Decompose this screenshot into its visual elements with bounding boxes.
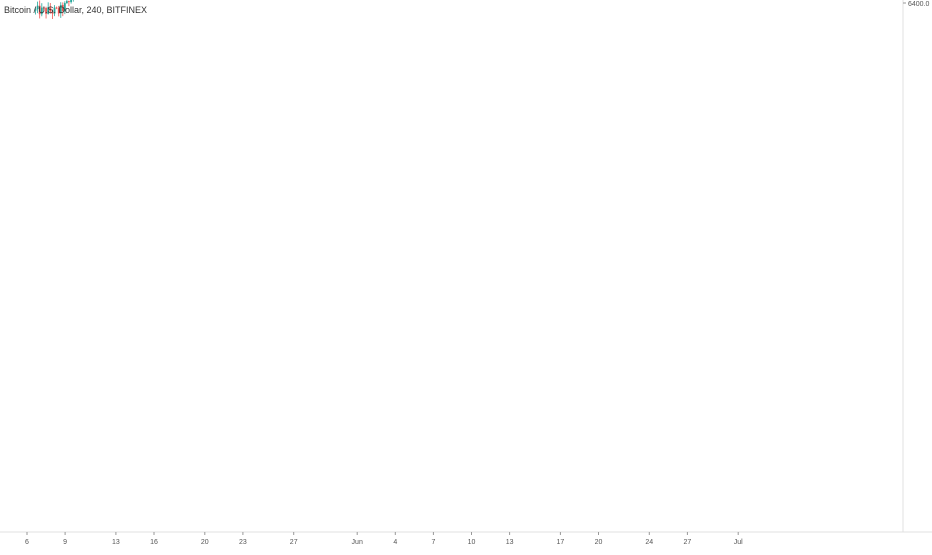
time-tick-label: 7 <box>431 539 435 546</box>
candle-body <box>70 0 72 3</box>
time-tick-label: 13 <box>506 539 514 546</box>
candle-body <box>59 4 62 14</box>
candle-body <box>34 9 37 11</box>
candle-body <box>53 7 56 14</box>
time-tick-label: 20 <box>201 539 209 546</box>
candle-body <box>49 7 52 12</box>
time-tick-label: Jun <box>352 539 363 546</box>
candle-body <box>68 1 70 3</box>
time-tick-label: 27 <box>684 539 692 546</box>
price-tick-label: 6400.0 <box>908 1 930 8</box>
time-tick-label: 20 <box>595 539 603 546</box>
candle-body <box>61 4 64 11</box>
candle-body <box>47 7 50 14</box>
time-tick-label: 24 <box>645 539 653 546</box>
candle-body <box>38 5 41 15</box>
candle-body <box>63 3 66 11</box>
time-tick-label: 17 <box>557 539 565 546</box>
candle-body <box>36 5 39 10</box>
candle-body <box>45 8 47 14</box>
time-tick-label: 13 <box>112 539 120 546</box>
candle-body <box>51 11 54 14</box>
candle-body <box>43 7 45 9</box>
time-tick-label: 4 <box>393 539 397 546</box>
candle-body <box>55 7 58 9</box>
candle-body <box>57 8 60 14</box>
time-tick-label: 9 <box>63 539 67 546</box>
time-tick-label: 6 <box>25 539 29 546</box>
candle-body <box>65 1 68 4</box>
time-tick-label: 10 <box>468 539 476 546</box>
time-tick-label: 27 <box>290 539 298 546</box>
time-tick-label: 16 <box>150 539 158 546</box>
time-tick-label: 23 <box>239 539 247 546</box>
candle-body <box>40 7 43 15</box>
time-tick-label: Jul <box>734 539 743 546</box>
chart-title: Bitcoin / U.S. Dollar, 240, BITFINEX <box>4 5 148 15</box>
